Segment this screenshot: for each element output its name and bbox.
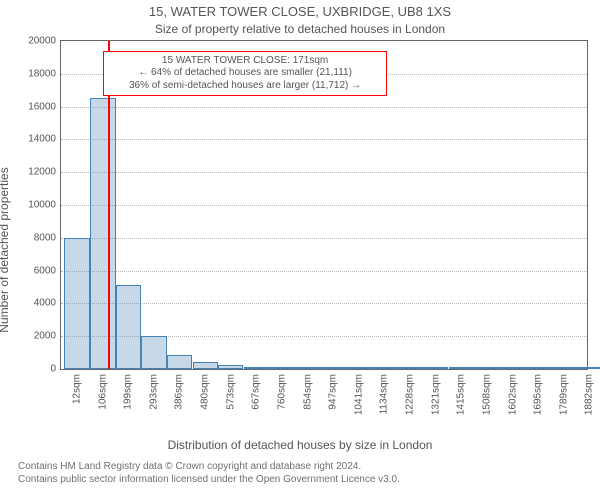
gridline	[61, 172, 587, 173]
x-tick-label: 1415sqm	[456, 374, 467, 415]
y-tick-label: 18000	[28, 68, 56, 79]
plot-area: 15 WATER TOWER CLOSE: 171sqm ← 64% of de…	[60, 40, 588, 370]
histogram-bar	[218, 365, 243, 369]
gridline	[61, 107, 587, 108]
histogram-bar	[116, 285, 141, 369]
annotation-line3: 36% of semi-detached houses are larger (…	[110, 80, 380, 93]
histogram-bar	[90, 98, 115, 369]
x-tick-label: 1695sqm	[533, 374, 544, 415]
gridline	[61, 205, 587, 206]
annotation-line1: 15 WATER TOWER CLOSE: 171sqm	[110, 55, 380, 68]
y-tick-label: 2000	[28, 331, 56, 342]
x-tick-label: 947sqm	[328, 374, 339, 410]
x-tick-label: 1228sqm	[405, 374, 416, 415]
x-tick-label: 480sqm	[200, 374, 211, 410]
y-tick-label: 4000	[28, 298, 56, 309]
x-tick-label: 1789sqm	[558, 374, 569, 415]
y-tick-label: 20000	[28, 36, 56, 47]
x-tick-label: 293sqm	[149, 374, 160, 410]
histogram-bar	[577, 367, 600, 369]
y-tick-label: 6000	[28, 265, 56, 276]
x-tick-label: 1602sqm	[507, 374, 518, 415]
histogram-bar	[346, 367, 371, 369]
histogram-bar	[525, 367, 550, 369]
y-axis-label: Number of detached properties	[0, 167, 11, 332]
x-tick-label: 1321sqm	[430, 374, 441, 415]
x-tick-label: 1134sqm	[379, 374, 390, 414]
y-tick-label: 14000	[28, 134, 56, 145]
annotation-line2: ← 64% of detached houses are smaller (21…	[110, 67, 380, 80]
x-tick-label: 854sqm	[302, 374, 313, 410]
footer-line2: Contains public sector information licen…	[18, 473, 400, 486]
x-tick-label: 667sqm	[251, 374, 262, 410]
histogram-bar	[141, 336, 166, 369]
histogram-bar	[320, 367, 345, 369]
histogram-bar	[474, 367, 499, 369]
x-tick-label: 199sqm	[123, 374, 134, 410]
gridline	[61, 271, 587, 272]
annotation-box: 15 WATER TOWER CLOSE: 171sqm ← 64% of de…	[103, 51, 387, 97]
x-tick-label: 12sqm	[72, 374, 83, 404]
gridline	[61, 139, 587, 140]
x-tick-label: 1882sqm	[584, 374, 595, 415]
y-tick-label: 8000	[28, 232, 56, 243]
gridline	[61, 238, 587, 239]
histogram-bar	[244, 367, 269, 369]
x-tick-label: 106sqm	[97, 374, 108, 410]
chart-container: 15, WATER TOWER CLOSE, UXBRIDGE, UB8 1XS…	[0, 0, 600, 500]
footer-line1: Contains HM Land Registry data © Crown c…	[18, 460, 400, 473]
histogram-bar	[269, 367, 294, 369]
x-tick-label: 1041sqm	[353, 374, 364, 415]
y-tick-label: 16000	[28, 101, 56, 112]
histogram-bar	[64, 238, 89, 369]
x-tick-label: 760sqm	[276, 374, 287, 410]
x-axis-label: Distribution of detached houses by size …	[0, 438, 600, 452]
y-tick-label: 10000	[28, 200, 56, 211]
chart-subtitle: Size of property relative to detached ho…	[0, 22, 600, 36]
histogram-bar	[295, 367, 320, 369]
x-tick-label: 386sqm	[174, 374, 185, 410]
y-tick-label: 12000	[28, 167, 56, 178]
chart-title: 15, WATER TOWER CLOSE, UXBRIDGE, UB8 1XS	[0, 4, 600, 19]
histogram-bar	[423, 367, 448, 369]
x-tick-label: 573sqm	[225, 374, 236, 410]
histogram-bar	[372, 367, 397, 369]
histogram-bar	[500, 367, 525, 369]
histogram-bar	[397, 367, 422, 369]
histogram-bar	[551, 367, 576, 369]
histogram-bar	[193, 362, 218, 369]
attribution-footer: Contains HM Land Registry data © Crown c…	[18, 460, 400, 486]
x-tick-label: 1508sqm	[481, 374, 492, 415]
histogram-bar	[167, 355, 192, 369]
histogram-bar	[449, 367, 474, 369]
y-tick-label: 0	[28, 364, 56, 375]
